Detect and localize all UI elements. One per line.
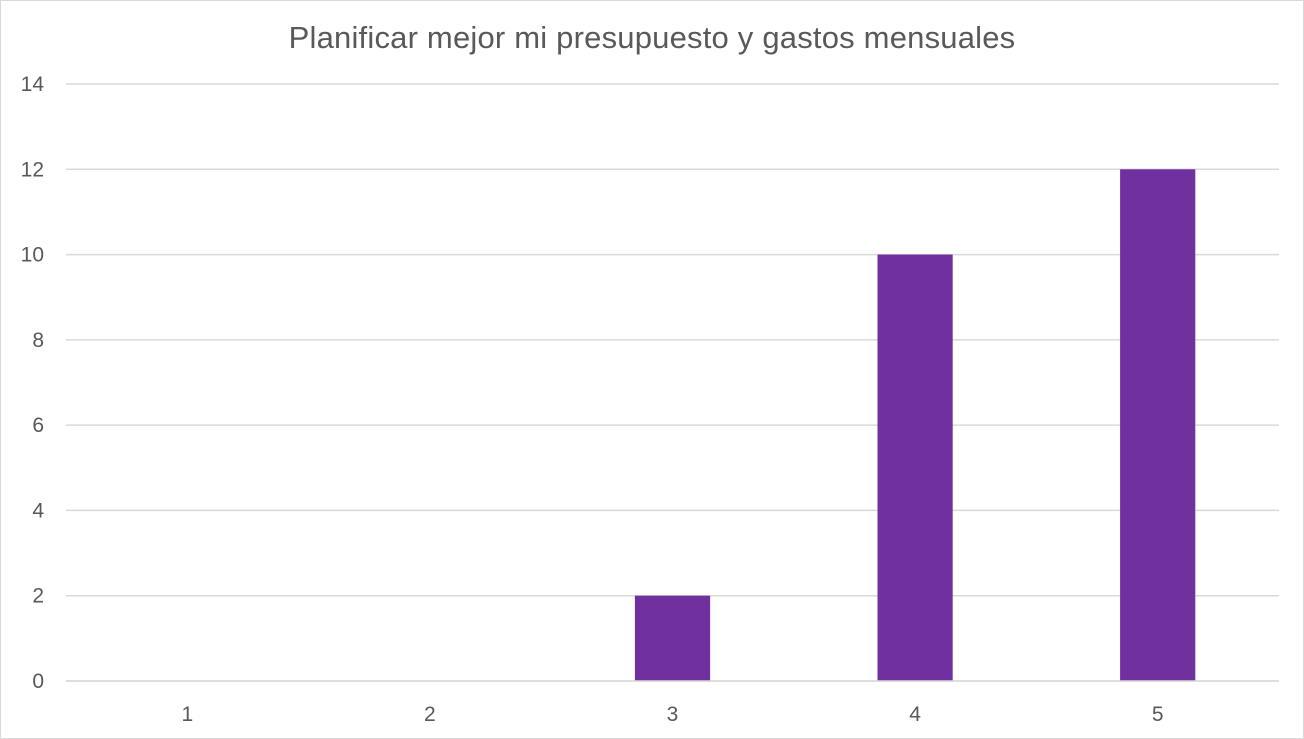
x-tick-label: 2: [424, 703, 436, 726]
x-tick-label: 4: [909, 703, 921, 726]
y-tick-label: 12: [21, 158, 44, 181]
gridlines: [66, 83, 1279, 682]
y-tick-label: 4: [32, 499, 44, 522]
bars: [66, 169, 1279, 682]
bar-5: [1120, 169, 1196, 682]
x-tick-label: 1: [181, 703, 193, 726]
y-tick-label: 8: [32, 329, 44, 352]
bar-4: [877, 254, 953, 682]
x-tick-label: 5: [1152, 703, 1164, 726]
x-tick-label: 3: [667, 703, 679, 726]
bar-3: [634, 595, 711, 681]
x-axis-ticks: 1 2 3 4 5: [181, 703, 1163, 726]
y-axis-ticks: 0 2 4 6 8 10 12 14: [21, 73, 45, 693]
y-tick-label: 14: [21, 73, 45, 96]
y-tick-label: 10: [21, 244, 44, 267]
y-tick-label: 6: [32, 414, 44, 437]
y-tick-label: 0: [32, 670, 44, 693]
y-tick-label: 2: [32, 585, 44, 608]
chart-title: Planificar mejor mi presupuesto y gastos…: [288, 20, 1016, 55]
